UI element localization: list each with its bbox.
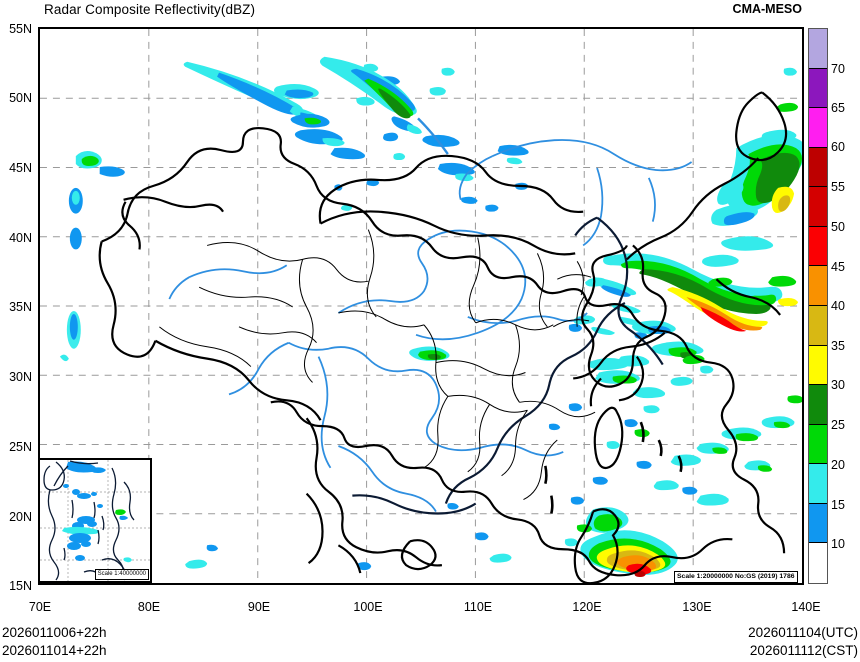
colorbar-segment-20-25 (809, 424, 827, 465)
lat-label-50n: 50N (9, 91, 32, 105)
colorbar-segment-70+ (809, 29, 827, 69)
lon-label-70e: 70E (28, 600, 52, 614)
colorbar-segment-10-15 (809, 503, 827, 544)
inset-scale-stamp: Scale 1:40000000 (94, 569, 149, 580)
lat-label-35n: 35N (9, 300, 32, 314)
valid-time-utc: 2026011104(UTC) (748, 625, 858, 640)
radar-map-plot[interactable] (38, 27, 804, 585)
lat-label-55n: 55N (9, 22, 32, 36)
map-scale-stamp: Scale 1:20000000 No:GS (2019) 1786 (674, 571, 798, 583)
colorbar-tick-50: 50 (831, 220, 845, 234)
graticule (40, 29, 802, 583)
reflectivity-colorbar[interactable] (808, 28, 828, 584)
lat-label-45n: 45N (9, 161, 32, 175)
colorbar-tick-55: 55 (831, 180, 845, 194)
province-border-layer (159, 229, 596, 501)
inset-map-canvas (40, 460, 150, 581)
inset-coastline (43, 460, 135, 581)
colorbar-segment-25-30 (809, 385, 827, 425)
forecast-init-cst: 2026011014+22h (2, 643, 107, 658)
colorbar-tick-25: 25 (831, 418, 845, 432)
lat-label-20n: 20N (9, 510, 32, 524)
colorbar-segment-35-40 (809, 305, 827, 346)
national-border-layer (98, 91, 788, 583)
footer-left: 2026011006+22h 2026011014+22h (2, 624, 107, 660)
colorbar-segment-<10 (809, 543, 827, 583)
colorbar-segment-65-70 (809, 68, 827, 109)
radar-echo-layer (59, 56, 802, 578)
colorbar-tick-20: 20 (831, 458, 845, 472)
model-label: CMA-MESO (732, 2, 802, 16)
footer-right: 2026011104(UTC) 2026011112(CST) (748, 624, 858, 660)
lon-label-140e: 140E (791, 600, 821, 614)
lat-label-40n: 40N (9, 231, 32, 245)
colorbar-tick-15: 15 (831, 498, 845, 512)
lon-label-80e: 80E (137, 600, 161, 614)
colorbar-segment-30-35 (809, 345, 827, 386)
lon-label-120e: 120E (572, 600, 602, 614)
colorbar-tick-40: 40 (831, 299, 845, 313)
colorbar-segment-15-20 (809, 464, 827, 504)
colorbar-tick-35: 35 (831, 339, 845, 353)
colorbar-tick-10: 10 (831, 537, 845, 551)
colorbar-tick-30: 30 (831, 378, 845, 392)
inset-graticule (40, 460, 150, 581)
colorbar-segment-45-50 (809, 226, 827, 267)
colorbar-segment-60-65 (809, 108, 827, 148)
lat-label-30n: 30N (9, 370, 32, 384)
lon-label-110e: 110E (463, 600, 493, 614)
page-title: Radar Composite Reflectivity(dBZ) (44, 2, 256, 17)
map-canvas (40, 29, 802, 583)
lon-label-100e: 100E (353, 600, 383, 614)
colorbar-tick-60: 60 (831, 140, 845, 154)
colorbar-tick-70: 70 (831, 62, 845, 76)
colorbar-segment-55-60 (809, 147, 827, 188)
inset-echo-layer (62, 461, 132, 563)
colorbar-segment-50-55 (809, 187, 827, 227)
lat-label-25n: 25N (9, 440, 32, 454)
forecast-init-utc: 2026011006+22h (2, 625, 107, 640)
valid-time-cst: 2026011112(CST) (749, 643, 858, 658)
lat-label-15n: 15N (9, 579, 32, 593)
colorbar-tick-65: 65 (831, 101, 845, 115)
colorbar-segment-40-45 (809, 266, 827, 306)
lon-label-90e: 90E (247, 600, 271, 614)
colorbar-tick-45: 45 (831, 260, 845, 274)
south-china-sea-inset-map[interactable]: Scale 1:40000000 (38, 458, 152, 583)
lon-label-130e: 130E (682, 600, 712, 614)
river-layer (168, 117, 693, 512)
